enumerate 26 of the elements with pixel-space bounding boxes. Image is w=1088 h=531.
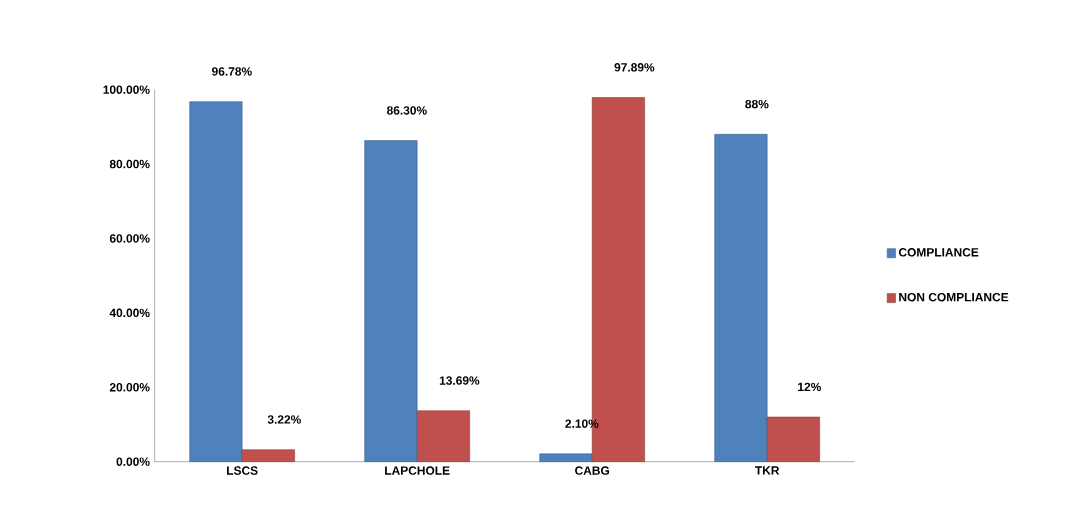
x-tick-label: CABG [575,466,610,475]
bar [241,449,295,462]
y-tick-label: 40.00% [109,308,150,318]
data-label: 12% [798,382,822,392]
data-label: 88% [745,99,769,109]
bar [364,140,418,462]
legend-label: COMPLIANCE [898,248,979,257]
y-tick-label: 60.00% [109,234,150,243]
data-label: 13.69% [439,376,480,385]
bar [714,134,768,462]
data-label: 97.89% [614,63,655,72]
bar [189,101,243,462]
bar [766,416,820,462]
bar [416,410,470,462]
bar [539,453,593,462]
x-tick-label: LSCS [227,466,258,475]
legend-label: NON COMPLIANCE [899,292,1009,302]
x-tick-label: LAPCHOLE [385,466,450,475]
data-label: 3.22% [267,415,301,424]
data-label: 86.30% [386,106,427,115]
x-tick-label: TKR [755,466,780,475]
y-tick-label: 100.00% [103,85,150,94]
y-tick-label: 20.00% [109,383,150,392]
y-tick-label: 0.00% [116,457,150,466]
y-tick-label: 80.00% [109,159,150,169]
data-label: 96.78% [212,67,252,76]
